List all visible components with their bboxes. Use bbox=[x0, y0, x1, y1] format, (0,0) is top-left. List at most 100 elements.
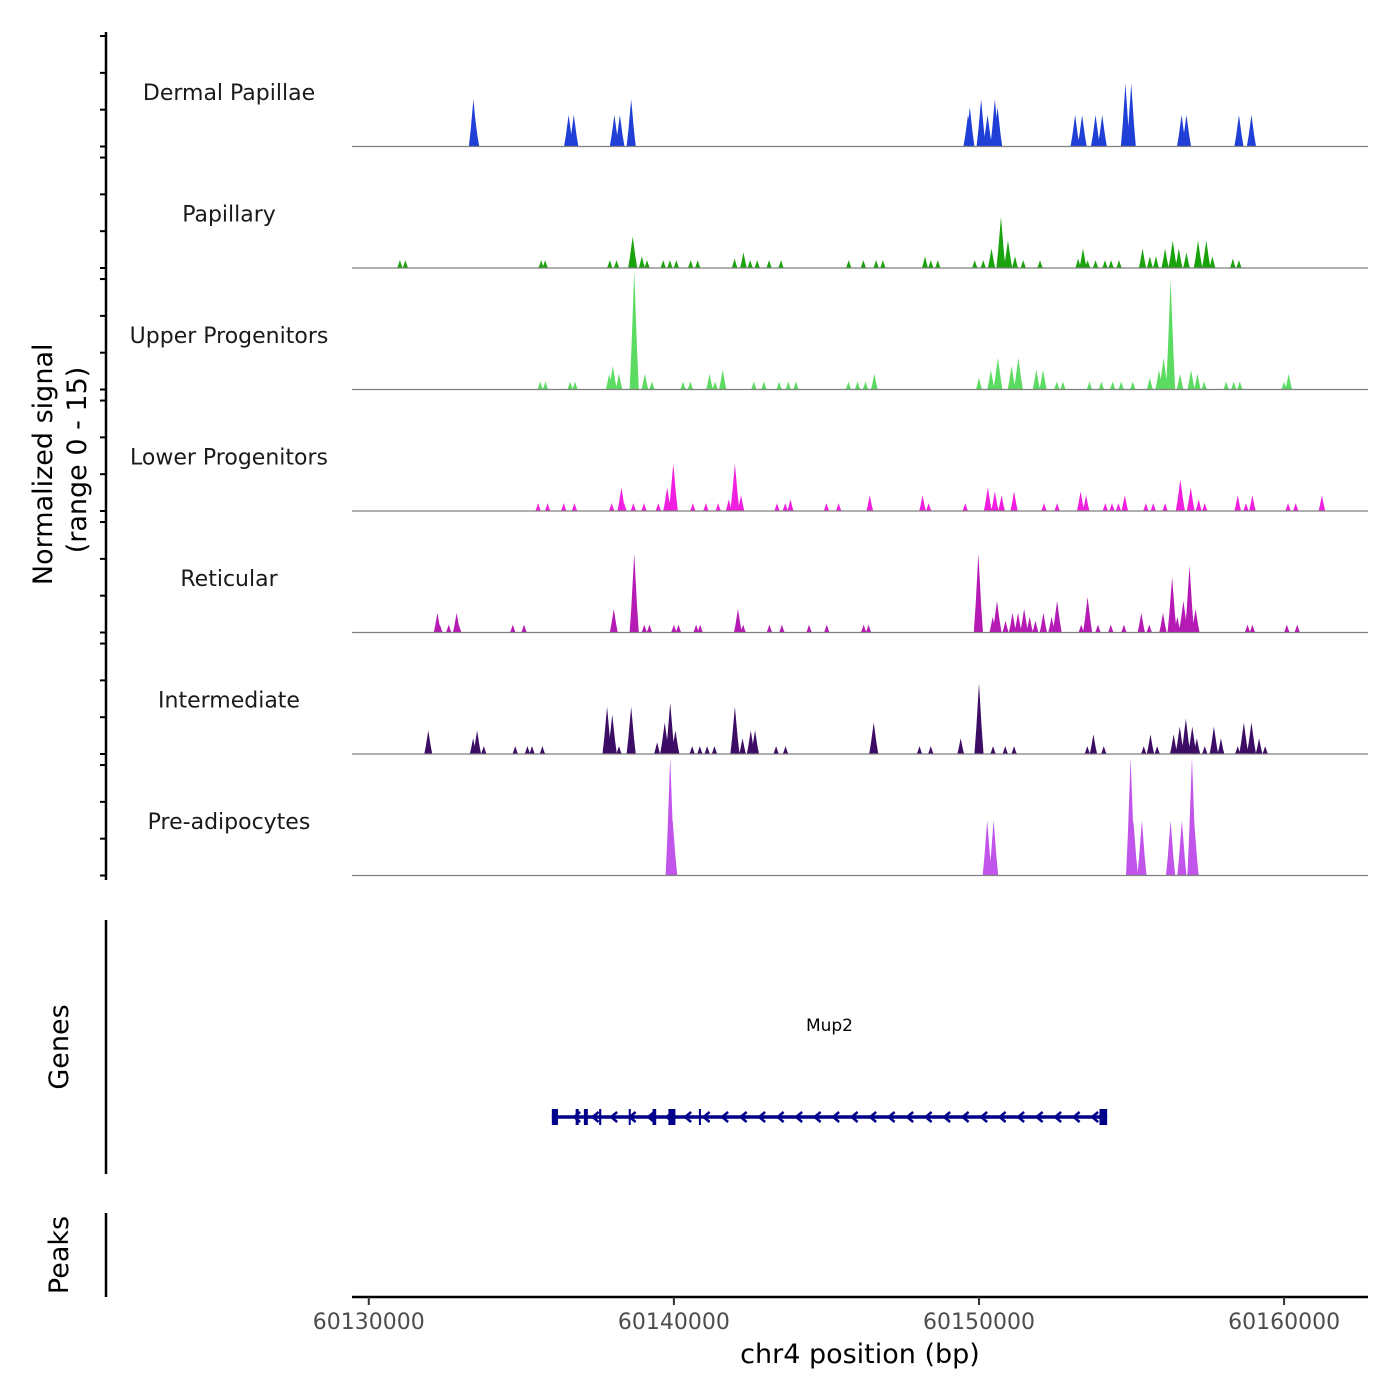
signal-peak bbox=[779, 624, 785, 633]
gene-exon bbox=[583, 1109, 588, 1125]
signal-peak bbox=[1181, 115, 1192, 147]
x-axis-title: chr4 position (bp) bbox=[740, 1339, 980, 1370]
signal-peak bbox=[1209, 726, 1219, 754]
signal-peak bbox=[1177, 820, 1187, 876]
signal-peak bbox=[1039, 369, 1047, 390]
signal-peak bbox=[697, 624, 703, 633]
strand-arrow bbox=[1090, 1111, 1099, 1123]
signal-peak bbox=[544, 503, 551, 511]
signal-peak bbox=[1002, 620, 1009, 633]
signal-peak bbox=[524, 746, 531, 754]
signal-peak bbox=[1181, 718, 1191, 754]
signal-peak bbox=[1186, 487, 1195, 511]
signal-peak bbox=[529, 746, 535, 754]
signal-peak bbox=[1109, 503, 1115, 511]
signal-peak bbox=[1236, 260, 1242, 268]
signal-peak bbox=[1079, 248, 1087, 268]
strand-arrow bbox=[1071, 1111, 1081, 1123]
signal-peak bbox=[538, 260, 544, 268]
signal-peak bbox=[641, 373, 649, 390]
signal-peak bbox=[737, 495, 745, 511]
signal-peak bbox=[1152, 256, 1160, 268]
signal-peak bbox=[1039, 612, 1048, 633]
signal-peak bbox=[754, 260, 760, 268]
signal-peak bbox=[869, 722, 879, 754]
signal-peak bbox=[1037, 260, 1043, 268]
signal-peak bbox=[740, 624, 746, 633]
signal-peak bbox=[975, 377, 983, 390]
signal-peak bbox=[1121, 495, 1129, 511]
signal-peak bbox=[1246, 722, 1257, 754]
signal-peak bbox=[774, 503, 780, 511]
signal-peak bbox=[1020, 260, 1027, 268]
signal-peak bbox=[992, 601, 1002, 633]
signal-peak bbox=[1281, 381, 1287, 390]
signal-peak bbox=[980, 260, 987, 268]
signal-peak bbox=[671, 624, 677, 633]
signal-peak bbox=[560, 503, 567, 511]
signal-peak bbox=[616, 746, 622, 754]
signal-peak bbox=[1078, 624, 1085, 633]
signal-peak bbox=[1140, 746, 1147, 754]
signal-peak bbox=[667, 260, 673, 268]
signal-peak bbox=[1007, 365, 1016, 390]
signal-peak bbox=[974, 683, 984, 754]
signal-peak bbox=[987, 369, 995, 390]
signal-peak bbox=[621, 503, 627, 511]
signal-peak bbox=[626, 99, 636, 147]
signal-peak bbox=[1102, 260, 1108, 268]
signal-peak bbox=[615, 115, 625, 147]
signal-peak bbox=[1090, 115, 1101, 147]
strand-arrow bbox=[997, 1111, 1007, 1123]
track-intermediate: Intermediate bbox=[158, 683, 1368, 755]
signal-peak bbox=[397, 260, 403, 268]
signal-peak bbox=[712, 381, 718, 390]
signal-peak bbox=[1229, 258, 1236, 268]
signal-peak bbox=[916, 746, 923, 754]
signal-peak bbox=[1158, 358, 1169, 390]
signal-peak bbox=[1150, 503, 1157, 511]
signal-peak bbox=[1255, 738, 1263, 754]
signal-peak bbox=[1014, 612, 1022, 633]
signal-peak bbox=[927, 746, 934, 754]
signal-peak bbox=[609, 608, 618, 633]
strand-arrow bbox=[738, 1111, 748, 1123]
gene-exon bbox=[599, 1109, 602, 1125]
gene-mup2: Mup2 bbox=[551, 1016, 1108, 1125]
signal-peak bbox=[1217, 738, 1225, 754]
signal-peak bbox=[1089, 734, 1098, 754]
signal-peak bbox=[1121, 624, 1127, 633]
signal-peak bbox=[1154, 746, 1160, 754]
signal-peak bbox=[571, 503, 578, 511]
signal-peak bbox=[663, 487, 672, 511]
signal-peak bbox=[1010, 491, 1018, 511]
signal-peak bbox=[1020, 608, 1029, 633]
signal-peak bbox=[1146, 734, 1155, 754]
signal-peak bbox=[1095, 624, 1101, 633]
signal-peak bbox=[990, 746, 996, 754]
signal-peak bbox=[982, 820, 992, 876]
signal-peak bbox=[1003, 240, 1013, 268]
track-label: Intermediate bbox=[158, 689, 300, 714]
signal-peak bbox=[1041, 503, 1047, 511]
signal-peak bbox=[962, 503, 969, 511]
signal-peak bbox=[1175, 479, 1185, 511]
signal-peak bbox=[1193, 738, 1201, 754]
signal-peak bbox=[1053, 381, 1060, 390]
signal-peak bbox=[437, 624, 443, 633]
signal-peak bbox=[731, 258, 738, 268]
signal-peak bbox=[402, 260, 409, 268]
signal-peak bbox=[654, 742, 661, 754]
signal-peak bbox=[845, 381, 852, 390]
signal-peak bbox=[1292, 503, 1299, 511]
genes-track-title: Genes bbox=[44, 1004, 75, 1089]
signal-peak bbox=[1234, 746, 1241, 754]
signal-peak bbox=[1126, 83, 1136, 147]
signal-peak bbox=[1011, 256, 1019, 268]
signal-peak bbox=[925, 503, 932, 511]
signal-peak bbox=[1169, 734, 1178, 754]
signal-peak bbox=[687, 260, 694, 268]
signal-peak bbox=[535, 503, 541, 511]
signal-peak bbox=[629, 271, 639, 390]
signal-peak bbox=[542, 260, 548, 268]
